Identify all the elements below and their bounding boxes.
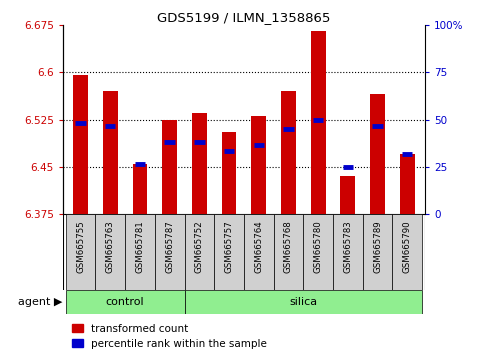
Text: GSM665768: GSM665768: [284, 220, 293, 273]
Bar: [251, 116, 266, 214]
FancyBboxPatch shape: [66, 214, 96, 290]
Bar: [162, 120, 177, 214]
FancyBboxPatch shape: [273, 214, 303, 290]
FancyBboxPatch shape: [363, 214, 392, 290]
Title: GDS5199 / ILMN_1358865: GDS5199 / ILMN_1358865: [157, 11, 330, 24]
Legend: transformed count, percentile rank within the sample: transformed count, percentile rank withi…: [68, 320, 271, 353]
Text: GSM665781: GSM665781: [136, 220, 144, 273]
Text: control: control: [106, 297, 144, 307]
FancyBboxPatch shape: [185, 214, 214, 290]
FancyBboxPatch shape: [96, 214, 125, 290]
Text: GSM665783: GSM665783: [343, 220, 352, 273]
Text: GSM665780: GSM665780: [313, 220, 323, 273]
Text: GSM665787: GSM665787: [165, 220, 174, 273]
FancyBboxPatch shape: [66, 290, 185, 314]
Bar: [370, 94, 385, 214]
Text: GSM665763: GSM665763: [106, 220, 115, 273]
FancyBboxPatch shape: [214, 214, 244, 290]
Text: GSM665752: GSM665752: [195, 220, 204, 273]
Text: GSM665757: GSM665757: [225, 220, 234, 273]
FancyBboxPatch shape: [392, 214, 422, 290]
Text: silica: silica: [289, 297, 317, 307]
Bar: [222, 132, 237, 214]
Text: GSM665789: GSM665789: [373, 220, 382, 273]
FancyBboxPatch shape: [185, 290, 422, 314]
Bar: [311, 31, 326, 214]
FancyBboxPatch shape: [244, 214, 273, 290]
Bar: [132, 164, 147, 214]
Bar: [192, 113, 207, 214]
Bar: [400, 154, 414, 214]
Bar: [281, 91, 296, 214]
Text: GSM665790: GSM665790: [403, 220, 412, 273]
Bar: [73, 75, 88, 214]
Text: GSM665755: GSM665755: [76, 220, 85, 273]
FancyBboxPatch shape: [333, 214, 363, 290]
Text: GSM665764: GSM665764: [254, 220, 263, 273]
Text: agent ▶: agent ▶: [18, 297, 62, 307]
Bar: [103, 91, 118, 214]
FancyBboxPatch shape: [303, 214, 333, 290]
FancyBboxPatch shape: [155, 214, 185, 290]
FancyBboxPatch shape: [125, 214, 155, 290]
Bar: [341, 176, 355, 214]
